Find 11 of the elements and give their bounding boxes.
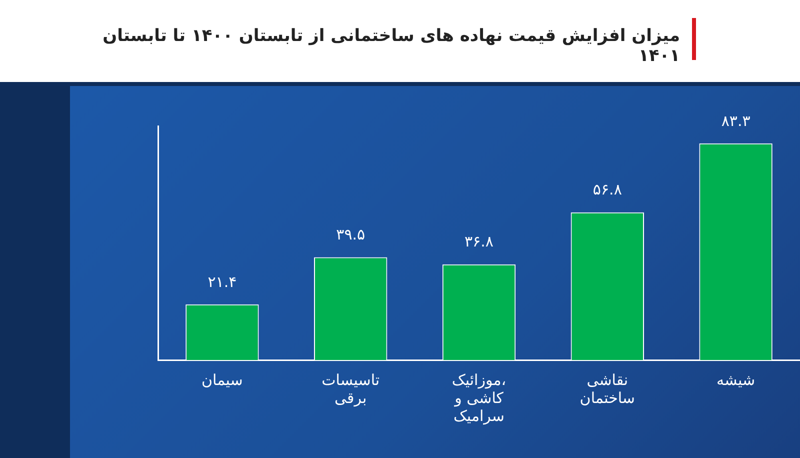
x-tick-label: نقاشی ساختمان [580, 370, 635, 407]
data-label: ۲۱.۴ [208, 272, 237, 291]
data-label: ۵۶.۸ [592, 180, 622, 199]
x-tick-label: شیشه [716, 370, 756, 389]
chart-title: میزان افزایش قیمت نهاده های ساختمانی از تابستان ۱۴۰۰ تا تابستان ۱۴۰۱ [102, 26, 680, 66]
data-label: ۸۳.۳ [721, 112, 750, 130]
x-tick-label: موزائیک، کاشی و سرامیک [452, 370, 506, 425]
data-label: ۳۹.۵ [336, 226, 366, 244]
x-tick-label: سیمان [202, 370, 243, 389]
x-tick-label: تاسیسات برقی [322, 370, 380, 407]
data-label: ۳۶.۸ [464, 232, 494, 251]
